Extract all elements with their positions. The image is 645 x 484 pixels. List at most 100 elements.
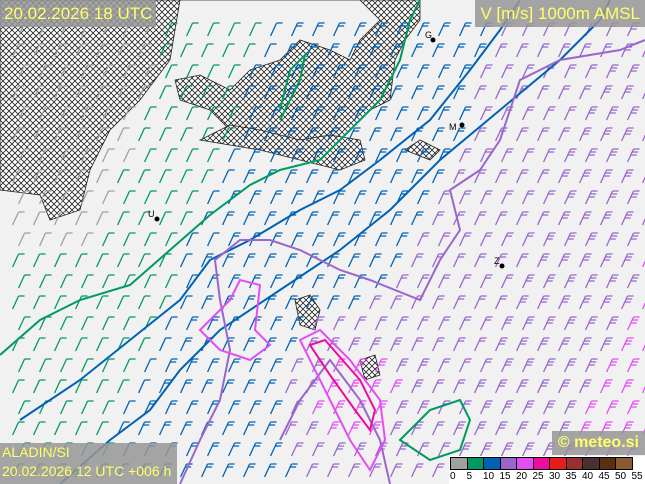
wind-barb: [536, 295, 550, 310]
wind-barb: [389, 253, 403, 268]
wind-barb: [311, 232, 325, 247]
wind-barb: [284, 421, 298, 436]
wind-barb: [242, 463, 256, 478]
wind-barb: [389, 463, 403, 478]
legend-tick: 0: [450, 471, 456, 482]
wind-barb: [74, 169, 88, 184]
wind-barb: [164, 232, 178, 247]
wind-barb: [437, 442, 451, 457]
wind-barb: [626, 148, 640, 163]
wind-barb: [137, 337, 151, 352]
wind-barb: [563, 316, 577, 331]
wind-barb: [11, 421, 25, 436]
wind-barb: [242, 295, 256, 310]
wind-barb: [374, 274, 388, 289]
wind-barb: [353, 106, 367, 121]
wind-barb: [227, 22, 241, 37]
wind-barb: [536, 421, 550, 436]
wind-barb: [599, 295, 613, 310]
wind-barb: [473, 379, 487, 394]
wind-barb: [452, 127, 466, 142]
wind-barb: [143, 64, 157, 79]
wind-barb: [143, 190, 157, 205]
wind-barb: [332, 148, 346, 163]
wind-barb: [605, 358, 619, 373]
wind-barb: [164, 274, 178, 289]
wind-barb: [11, 127, 25, 142]
wind-barb: [185, 22, 199, 37]
wind-barb: [122, 148, 136, 163]
wind-barb: [332, 190, 346, 205]
wind-barb: [38, 274, 52, 289]
wind-barb: [164, 358, 178, 373]
wind-barb: [227, 106, 241, 121]
wind-barb: [305, 295, 319, 310]
wind-barb: [599, 421, 613, 436]
wind-barb: [563, 190, 577, 205]
wind-barb: [458, 274, 472, 289]
wind-barb: [80, 358, 94, 373]
wind-barb: [269, 316, 283, 331]
wind-barb: [599, 253, 613, 268]
wind-barb: [95, 43, 109, 58]
wind-barb: [620, 379, 634, 394]
wind-barb: [80, 190, 94, 205]
wind-barb: [17, 148, 31, 163]
wind-barb: [221, 169, 235, 184]
wind-barb: [263, 253, 277, 268]
wind-barb: [80, 148, 94, 163]
wind-barb: [599, 211, 613, 226]
wind-barb: [605, 148, 619, 163]
wind-barb: [311, 106, 325, 121]
wind-barb: [80, 316, 94, 331]
wind-barb: [416, 232, 430, 247]
wind-barb: [206, 64, 220, 79]
wind-barb: [584, 232, 598, 247]
wind-barb: [458, 232, 472, 247]
color-legend: 0 5 10 15 20 25 30 35 40 45 50 55: [449, 456, 645, 484]
wind-barb: [515, 337, 529, 352]
wind-barb: [620, 295, 634, 310]
wind-barb: [563, 358, 577, 373]
wind-barb: [269, 148, 283, 163]
wind-barb: [620, 43, 634, 58]
parameter-label: V [m/s] 1000m AMSL: [475, 0, 645, 27]
wind-barb: [500, 316, 514, 331]
wind-barb: [122, 232, 136, 247]
wind-barb: [374, 358, 388, 373]
wind-barb: [53, 127, 67, 142]
wind-barb: [11, 43, 25, 58]
wind-barb: [59, 232, 73, 247]
wind-barb: [17, 64, 31, 79]
wind-barb: [584, 106, 598, 121]
wind-barb: [305, 127, 319, 142]
wind-barb: [605, 106, 619, 121]
wind-barb: [521, 316, 535, 331]
wind-barb: [584, 64, 598, 79]
wind-barb: [122, 400, 136, 415]
wind-barb: [53, 421, 67, 436]
wind-barb: [158, 211, 172, 226]
wind-barb: [332, 64, 346, 79]
isotach-15: [179, 39, 645, 484]
model-run: 20.02.2026 12 UTC +006 h: [2, 463, 172, 479]
wind-barb: [536, 127, 550, 142]
wind-barb: [221, 127, 235, 142]
wind-barb: [242, 337, 256, 352]
wind-barb: [326, 43, 340, 58]
wind-barb: [416, 400, 430, 415]
wind-barb: [101, 106, 115, 121]
wind-barb: [269, 400, 283, 415]
wind-barb: [74, 85, 88, 100]
wind-barb: [17, 316, 31, 331]
wind-barb: [158, 421, 172, 436]
wind-barb: [179, 127, 193, 142]
wind-barb: [248, 190, 262, 205]
wind-barb: [542, 358, 556, 373]
wind-barb: [389, 295, 403, 310]
wind-barb: [395, 400, 409, 415]
wind-barb: [473, 85, 487, 100]
legend-swatch: [615, 457, 633, 470]
wind-barb: [248, 274, 262, 289]
